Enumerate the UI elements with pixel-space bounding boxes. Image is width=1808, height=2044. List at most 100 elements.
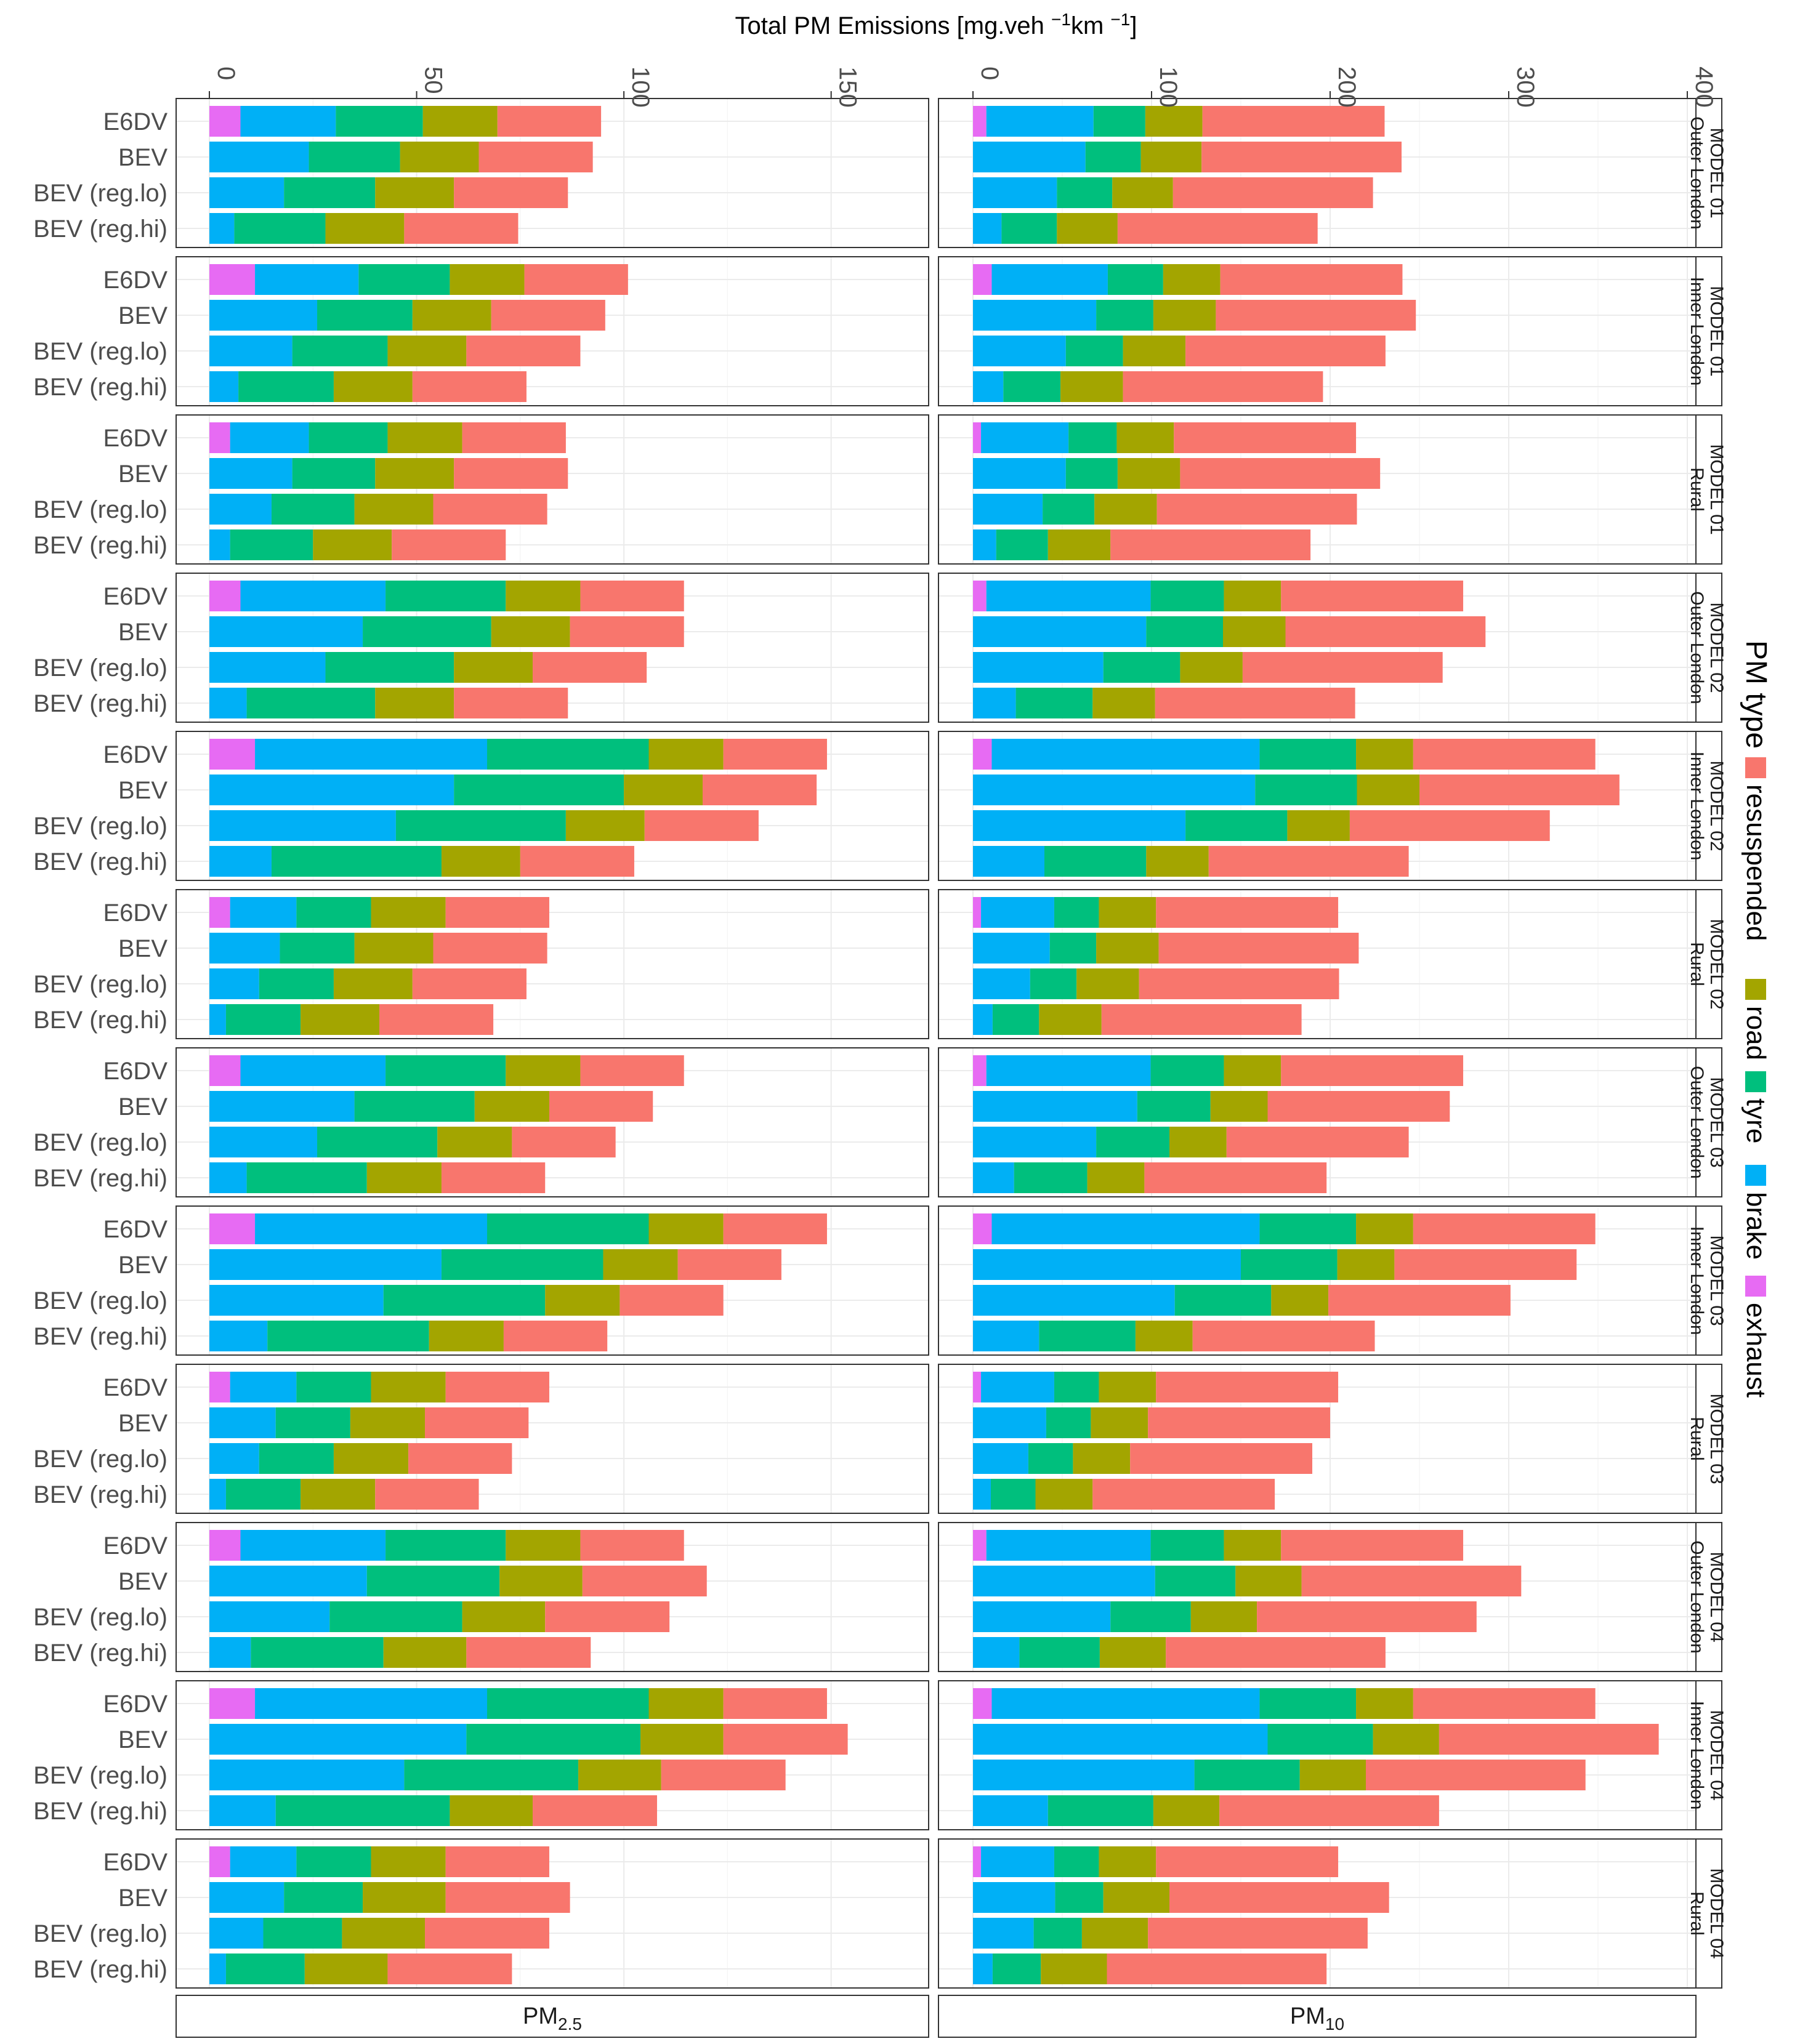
bar-segment-tyre (1065, 458, 1118, 489)
vehicle-label: BEV (reg.lo) (33, 338, 167, 365)
bar-segment-tyre (284, 1882, 363, 1913)
bar-segment-resuspended (1257, 1601, 1477, 1632)
bar-segment-resuspended (1281, 581, 1464, 611)
legend-item-road: road (1741, 979, 1771, 1060)
facet-model: MODEL 04 (1706, 1710, 1727, 1800)
facet-area: Inner London (1687, 752, 1707, 861)
vehicle-label: BEV (reg.lo) (33, 1287, 167, 1314)
vehicle-label: E6DV (103, 583, 168, 610)
vehicle-label: BEV (reg.hi) (33, 1481, 167, 1508)
bar-segment-road (1299, 1760, 1366, 1790)
bar-segment-brake (986, 581, 1151, 611)
bar-segment-brake (991, 1213, 1260, 1244)
legend-swatch (1745, 979, 1766, 1000)
bar-segment-resuspended (454, 177, 568, 208)
bar-segment-road (454, 652, 533, 683)
bar-segment-resuspended (1174, 422, 1357, 453)
vehicle-label: BEV (118, 1568, 167, 1595)
bar-segment-road (1076, 968, 1139, 999)
bar-segment-brake (986, 1055, 1151, 1086)
facet-2 (176, 414, 1722, 565)
bar-segment-resuspended (1201, 142, 1402, 172)
bar-segment-road (1190, 1601, 1257, 1632)
title-sup: −1 (1051, 10, 1071, 29)
bar-segment-brake (209, 1566, 367, 1596)
bar-segment-road (648, 739, 724, 770)
panel-border (176, 1680, 929, 1830)
bar-segment-road (301, 1004, 379, 1035)
bar-segment-brake (981, 1846, 1054, 1877)
vehicle-label: BEV (reg.hi) (33, 374, 167, 401)
bar-segment-resuspended (580, 581, 684, 611)
vehicle-label: BEV (reg.lo) (33, 971, 167, 998)
bar-segment-resuspended (445, 1846, 549, 1877)
x-tick-label: 150 (834, 66, 862, 108)
bar-segment-resuspended (1439, 1724, 1659, 1755)
bar-segment-tyre (325, 652, 454, 683)
legend-item-resuspended: resuspended (1741, 757, 1771, 941)
bar-segment-tyre (1137, 1091, 1211, 1122)
vehicle-label: E6DV (103, 425, 168, 452)
facet-area: Rural (1687, 1891, 1707, 1936)
bar-segment-resuspended (478, 142, 593, 172)
panel-border (176, 1838, 929, 1989)
bar-segment-road (1180, 652, 1243, 683)
bar-segment-brake (209, 688, 247, 718)
bar-segment-resuspended (1349, 810, 1550, 841)
column-strip-label: PM10 (1290, 2003, 1344, 2034)
bar-segment-resuspended (462, 422, 566, 453)
facet-model: MODEL 03 (1706, 1235, 1727, 1326)
bar-segment-road (491, 616, 570, 647)
bar-segment-brake (209, 1918, 264, 1949)
bar-segment-tyre (486, 1213, 649, 1244)
bar-segment-road (342, 1918, 426, 1949)
bar-segment-resuspended (1156, 494, 1357, 525)
bar-segment-road (1073, 1443, 1131, 1474)
bar-segment-road (1337, 1249, 1395, 1280)
facet-strip (1695, 889, 1722, 1039)
title-sup: −1 (1110, 10, 1130, 29)
bar-segment-road (640, 1724, 724, 1755)
bar-segment-resuspended (512, 1127, 616, 1157)
bar-segment-resuspended (433, 494, 547, 525)
bar-segment-tyre (992, 1004, 1039, 1035)
facet-5 (176, 889, 1722, 1039)
bar-segment-tyre (1033, 1918, 1082, 1949)
bar-segment-resuspended (1156, 1846, 1339, 1877)
facet-strip (1695, 414, 1722, 565)
bar-segment-road (333, 968, 413, 999)
facet-1 (176, 256, 1722, 406)
bar-segment-brake (230, 1846, 297, 1877)
bar-segment-brake (255, 739, 487, 770)
vehicle-label: BEV (reg.lo) (33, 180, 167, 207)
bar-segment-tyre (1185, 810, 1288, 841)
title-text: Total PM Emissions [mg.veh (735, 12, 1052, 39)
bar-segment-road (648, 1688, 724, 1719)
bar-segment-road (1357, 775, 1419, 805)
bar-segment-exhaust (973, 739, 992, 770)
bar-segment-tyre (329, 1601, 462, 1632)
bar-segment-brake (973, 1882, 1055, 1913)
bar-segment-exhaust (209, 1530, 241, 1561)
bar-segment-tyre (1044, 846, 1147, 877)
column-label-main: PM (1290, 2003, 1325, 2029)
bar-segment-road (648, 1213, 724, 1244)
bar-segment-brake (973, 1601, 1111, 1632)
bar-segment-tyre (1107, 264, 1163, 295)
bar-segment-resuspended (1366, 1760, 1586, 1790)
vehicle-label: BEV (118, 777, 167, 804)
bar-segment-tyre (363, 616, 491, 647)
bar-segment-resuspended (723, 1688, 827, 1719)
bar-segment-brake (209, 1601, 330, 1632)
bar-segment-resuspended (549, 1091, 653, 1122)
bar-segment-road (1116, 422, 1174, 453)
bar-segment-resuspended (445, 897, 549, 928)
bar-segment-road (1373, 1724, 1439, 1755)
facet-strip (1695, 573, 1722, 723)
bar-segment-resuspended (1192, 1321, 1375, 1351)
facet-strip (1695, 1047, 1722, 1197)
x-tick-label: 0 (976, 66, 1003, 80)
bar-segment-resuspended (545, 1601, 670, 1632)
vehicle-label: BEV (reg.hi) (33, 532, 167, 559)
bar-segment-resuspended (1156, 1372, 1339, 1402)
